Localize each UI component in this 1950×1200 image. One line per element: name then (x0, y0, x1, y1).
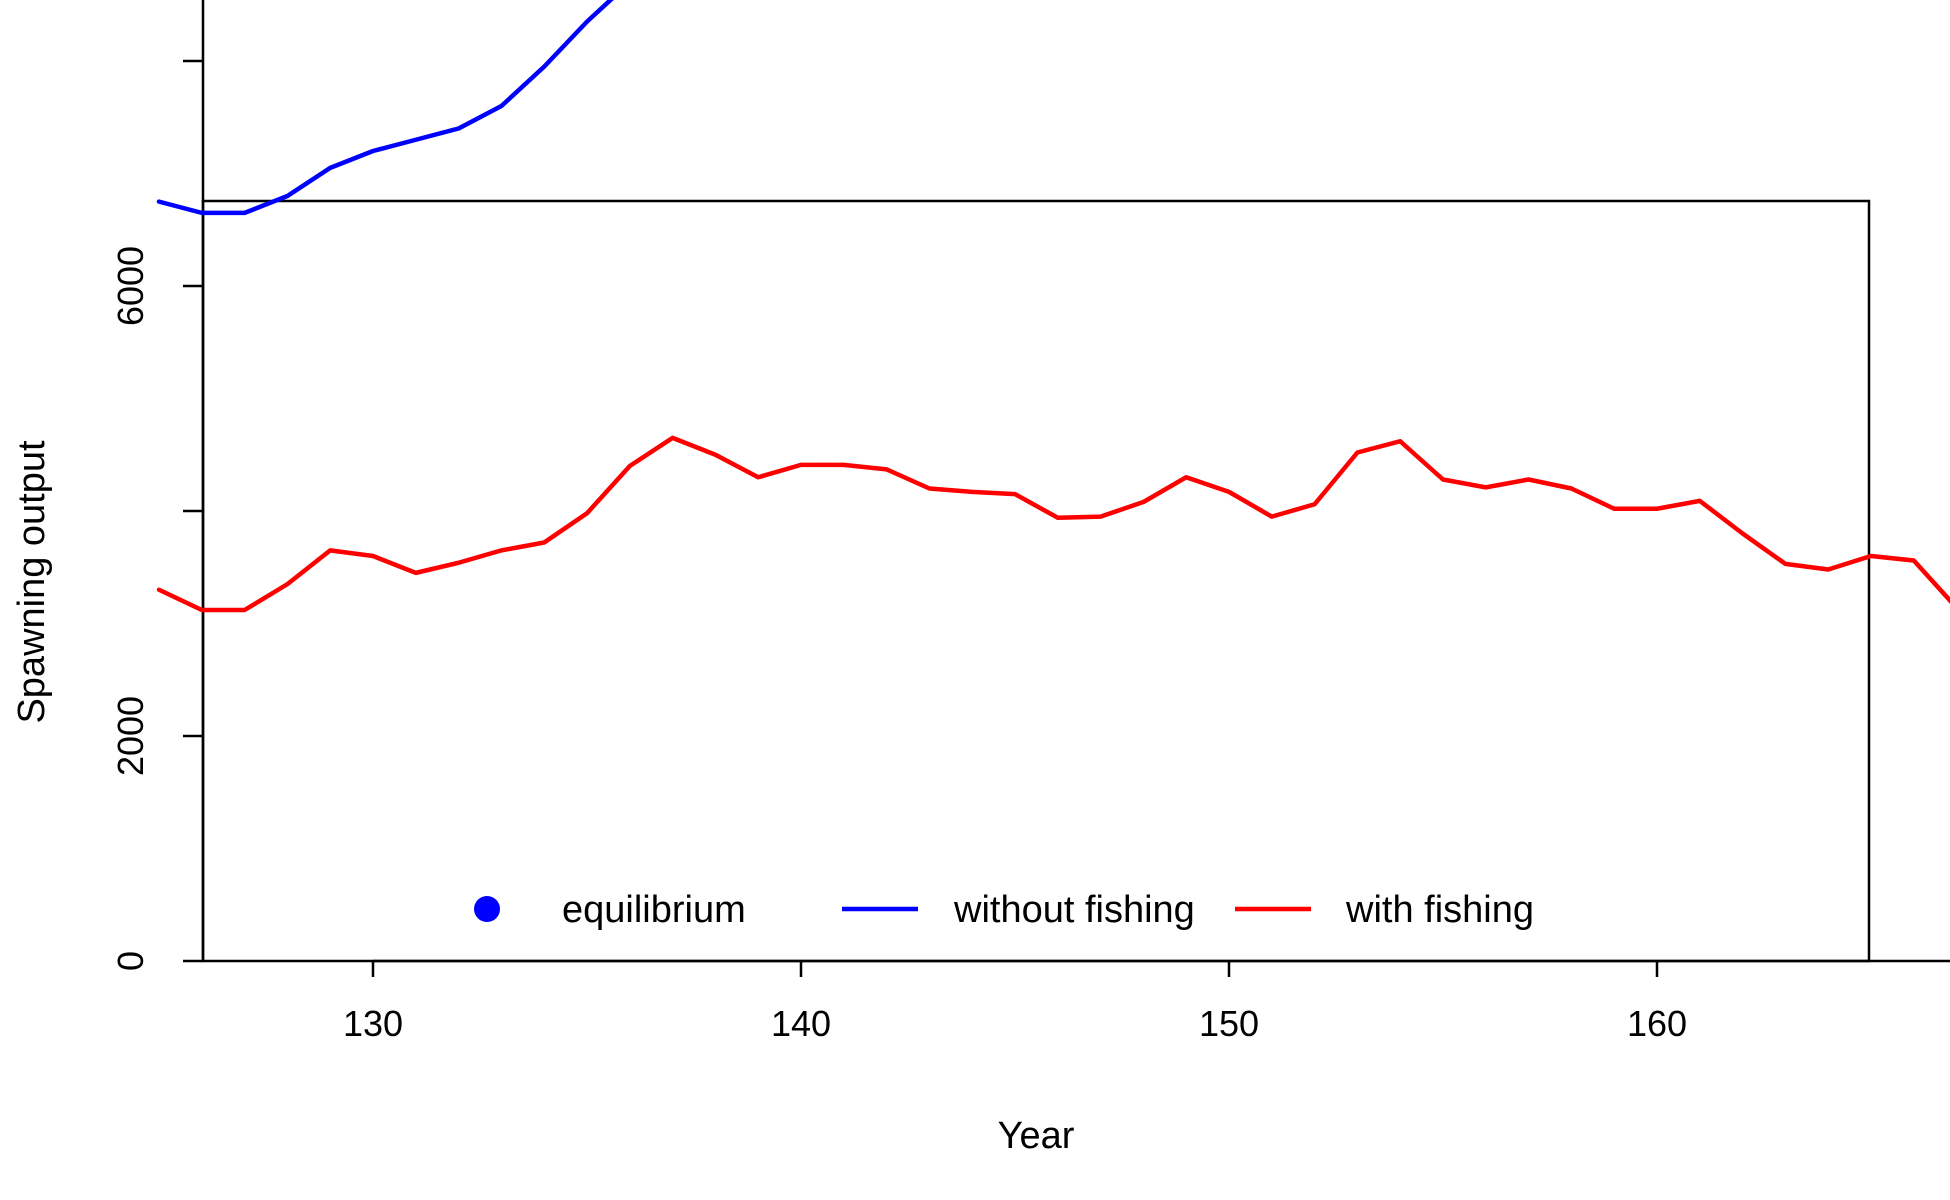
y-tick-label: 0 (110, 951, 151, 971)
y-tick-label: 6000 (110, 246, 151, 326)
legend-label-equilibrium: equilibrium (562, 889, 746, 931)
x-tick-label: 160 (1627, 1003, 1687, 1044)
y-tick-label: 2000 (110, 696, 151, 776)
y-axis-title: Spawning output (11, 440, 53, 724)
x-tick-label: 150 (1199, 1003, 1259, 1044)
y-axis: 02000600010000 (110, 0, 205, 971)
x-tick-label: 130 (343, 1003, 403, 1044)
legend-label-without-fishing: without fishing (953, 889, 1195, 931)
series-layer (156, 0, 1950, 613)
plot-frame (201, 199, 1871, 963)
x-axis: 130140150160170180190 (343, 959, 1950, 1044)
legend-label-with-fishing: with fishing (1345, 889, 1534, 931)
x-axis-title: Year (998, 1115, 1075, 1157)
series-line-without-fishing (156, 0, 614, 216)
series-line-with-fishing (156, 435, 1950, 613)
legend: equilibrium without fishing with fishing (474, 889, 1534, 931)
legend-equilibrium-symbol (474, 896, 500, 922)
x-tick-label: 140 (771, 1003, 831, 1044)
